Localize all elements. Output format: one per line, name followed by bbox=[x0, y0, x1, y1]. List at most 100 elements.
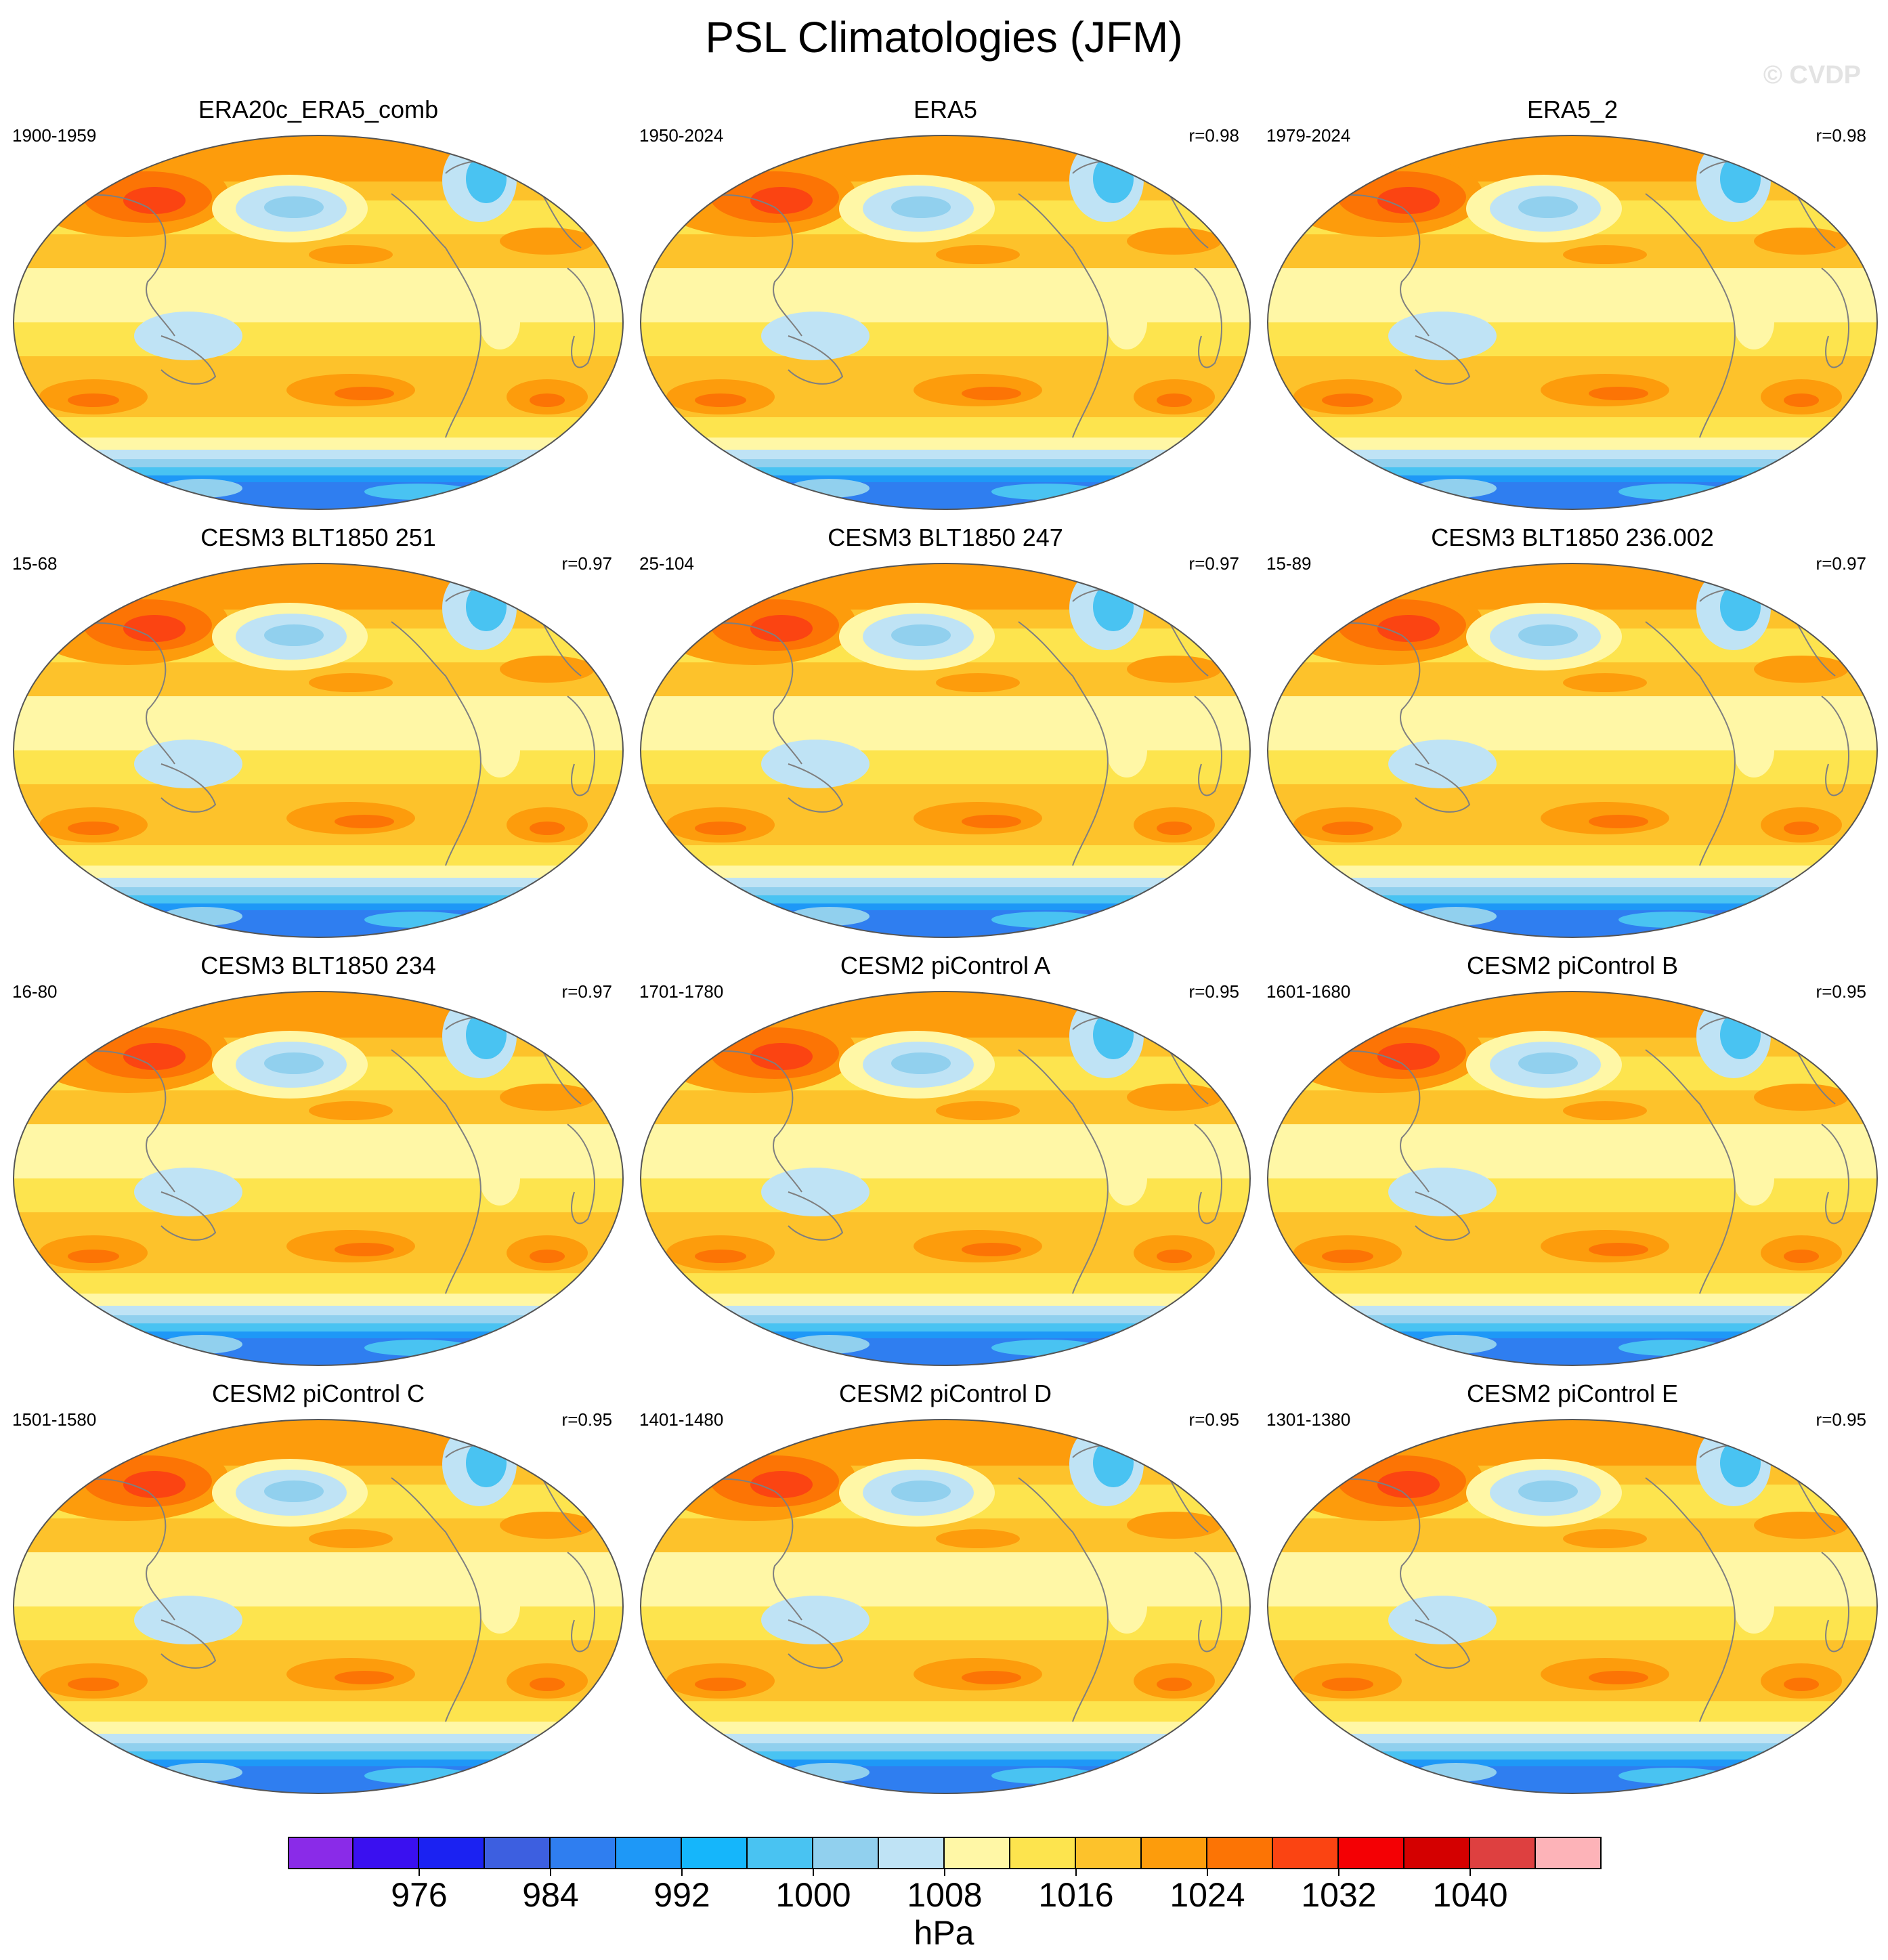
colorbar-swatch bbox=[1273, 1837, 1339, 1869]
map-panel: ERA5_2 1979-2024 r=0.98 bbox=[1266, 95, 1879, 523]
panel-title: CESM3 BLT1850 247 bbox=[828, 524, 1063, 551]
panel-title: ERA5 bbox=[913, 95, 978, 123]
panel-years: 1950-2024 bbox=[639, 125, 724, 146]
colorbar-swatch bbox=[353, 1837, 419, 1869]
panel-pattern-correlation: r=0.95 bbox=[561, 1409, 612, 1430]
colorbar-swatch bbox=[485, 1837, 551, 1869]
panel-years: 1701-1780 bbox=[639, 981, 724, 1002]
panel-pattern-correlation: r=0.95 bbox=[1188, 981, 1239, 1002]
colorbar-swatch bbox=[1076, 1837, 1142, 1869]
panel-years: 1601-1680 bbox=[1266, 981, 1351, 1002]
colorbar-tick bbox=[419, 1869, 420, 1876]
colorbar-swatch bbox=[682, 1837, 748, 1869]
panel-title: CESM3 BLT1850 236.002 bbox=[1431, 524, 1714, 551]
colorbar-tick bbox=[550, 1869, 551, 1876]
colorbar-tick-label: 1024 bbox=[1170, 1876, 1245, 1914]
psl-map bbox=[13, 563, 624, 938]
colorbar-tick-label: 1016 bbox=[1038, 1876, 1114, 1914]
map-panel: CESM3 BLT1850 247 25-104 r=0.97 bbox=[639, 523, 1251, 951]
map-panel: CESM3 BLT1850 234 16-80 r=0.97 bbox=[12, 951, 624, 1379]
colorbar-tick-label: 1032 bbox=[1301, 1876, 1377, 1914]
panel-title: CESM2 piControl E bbox=[1466, 1380, 1679, 1407]
panel-pattern-correlation: r=0.97 bbox=[561, 553, 612, 574]
panel-years: 16-80 bbox=[12, 981, 58, 1002]
colorbar-swatch bbox=[288, 1837, 353, 1869]
colorbar-swatch bbox=[551, 1837, 616, 1869]
map-panel: CESM3 BLT1850 236.002 15-89 r=0.97 bbox=[1266, 523, 1879, 951]
map-panel: CESM2 piControl C 1501-1580 r=0.95 bbox=[12, 1379, 624, 1807]
colorbar-swatch bbox=[1404, 1837, 1470, 1869]
panel-pattern-correlation: r=0.95 bbox=[1188, 1409, 1239, 1430]
map-panel: ERA5 1950-2024 r=0.98 bbox=[639, 95, 1251, 523]
psl-map bbox=[640, 991, 1251, 1366]
panel-title: CESM3 BLT1850 251 bbox=[200, 524, 436, 551]
colorbar-tick bbox=[1075, 1869, 1077, 1876]
colorbar-tick bbox=[1338, 1869, 1339, 1876]
panel-pattern-correlation: r=0.95 bbox=[1816, 1409, 1866, 1430]
panel-pattern-correlation: r=0.95 bbox=[1816, 981, 1866, 1002]
colorbar-tick-label: 1040 bbox=[1432, 1876, 1508, 1914]
panel-title: CESM2 piControl D bbox=[838, 1380, 1052, 1407]
colorbar-swatch bbox=[1536, 1837, 1602, 1869]
panel-years: 1301-1380 bbox=[1266, 1409, 1351, 1430]
psl-map bbox=[1267, 135, 1878, 510]
map-panel: CESM2 piControl E 1301-1380 r=0.95 bbox=[1266, 1379, 1879, 1807]
map-panel: CESM2 piControl A 1701-1780 r=0.95 bbox=[639, 951, 1251, 1379]
panel-pattern-correlation: r=0.98 bbox=[1188, 125, 1239, 146]
colorbar bbox=[288, 1837, 1602, 1869]
colorbar-swatch bbox=[419, 1837, 485, 1869]
panel-pattern-correlation: r=0.97 bbox=[1816, 553, 1866, 574]
colorbar-tick bbox=[1469, 1869, 1471, 1876]
map-panel: CESM2 piControl D 1401-1480 r=0.95 bbox=[639, 1379, 1251, 1807]
colorbar-tick bbox=[1207, 1869, 1208, 1876]
colorbar-swatch bbox=[616, 1837, 682, 1869]
colorbar-tick bbox=[681, 1869, 683, 1876]
panel-years: 1401-1480 bbox=[639, 1409, 724, 1430]
psl-map bbox=[13, 991, 624, 1366]
colorbar-tick-label: 1000 bbox=[775, 1876, 851, 1914]
panel-pattern-correlation: r=0.97 bbox=[561, 981, 612, 1002]
colorbar-tick-label: 992 bbox=[653, 1876, 710, 1914]
map-panel: CESM2 piControl B 1601-1680 r=0.95 bbox=[1266, 951, 1879, 1379]
psl-map bbox=[640, 1419, 1251, 1794]
panel-years: 15-89 bbox=[1266, 553, 1312, 574]
colorbar-tick bbox=[813, 1869, 814, 1876]
panel-years: 1979-2024 bbox=[1266, 125, 1351, 146]
map-panel: ERA20c_ERA5_comb 1900-1959 bbox=[12, 95, 624, 523]
panel-years: 15-68 bbox=[12, 553, 58, 574]
panel-pattern-correlation: r=0.98 bbox=[1816, 125, 1866, 146]
colorbar-swatch bbox=[879, 1837, 945, 1869]
panel-years: 1501-1580 bbox=[12, 1409, 97, 1430]
panel-years: 1900-1959 bbox=[12, 125, 97, 146]
colorbar-swatch bbox=[1470, 1837, 1536, 1869]
panel-years: 25-104 bbox=[639, 553, 694, 574]
colorbar-tick-label: 1008 bbox=[907, 1876, 983, 1914]
psl-map bbox=[1267, 1419, 1878, 1794]
psl-map bbox=[640, 563, 1251, 938]
map-panel: CESM3 BLT1850 251 15-68 r=0.97 bbox=[12, 523, 624, 951]
colorbar-swatch bbox=[945, 1837, 1010, 1869]
colorbar-unit-label: hPa bbox=[914, 1914, 974, 1952]
colorbar-tick-label: 984 bbox=[522, 1876, 579, 1914]
colorbar-tick bbox=[944, 1869, 945, 1876]
panel-pattern-correlation: r=0.97 bbox=[1188, 553, 1239, 574]
psl-map bbox=[13, 135, 624, 510]
panel-title: CESM2 piControl B bbox=[1466, 952, 1679, 979]
panel-title: ERA20c_ERA5_comb bbox=[198, 95, 439, 123]
colorbar-tick-label: 976 bbox=[391, 1876, 448, 1914]
psl-map bbox=[1267, 991, 1878, 1366]
colorbar-swatch bbox=[1207, 1837, 1273, 1869]
panel-title: CESM2 piControl C bbox=[211, 1380, 425, 1407]
colorbar-swatch bbox=[748, 1837, 813, 1869]
psl-map bbox=[640, 135, 1251, 510]
panel-title: CESM2 piControl A bbox=[840, 952, 1051, 979]
psl-map bbox=[13, 1419, 624, 1794]
colorbar-swatch bbox=[1010, 1837, 1076, 1869]
cvdp-watermark: © CVDP bbox=[1763, 61, 1861, 89]
colorbar-swatch bbox=[1339, 1837, 1404, 1869]
colorbar-swatch bbox=[1142, 1837, 1207, 1869]
psl-map bbox=[1267, 563, 1878, 938]
figure-title: PSL Climatologies (JFM) bbox=[705, 13, 1183, 62]
panel-title: ERA5_2 bbox=[1526, 95, 1618, 123]
panel-title: CESM3 BLT1850 234 bbox=[200, 952, 436, 979]
